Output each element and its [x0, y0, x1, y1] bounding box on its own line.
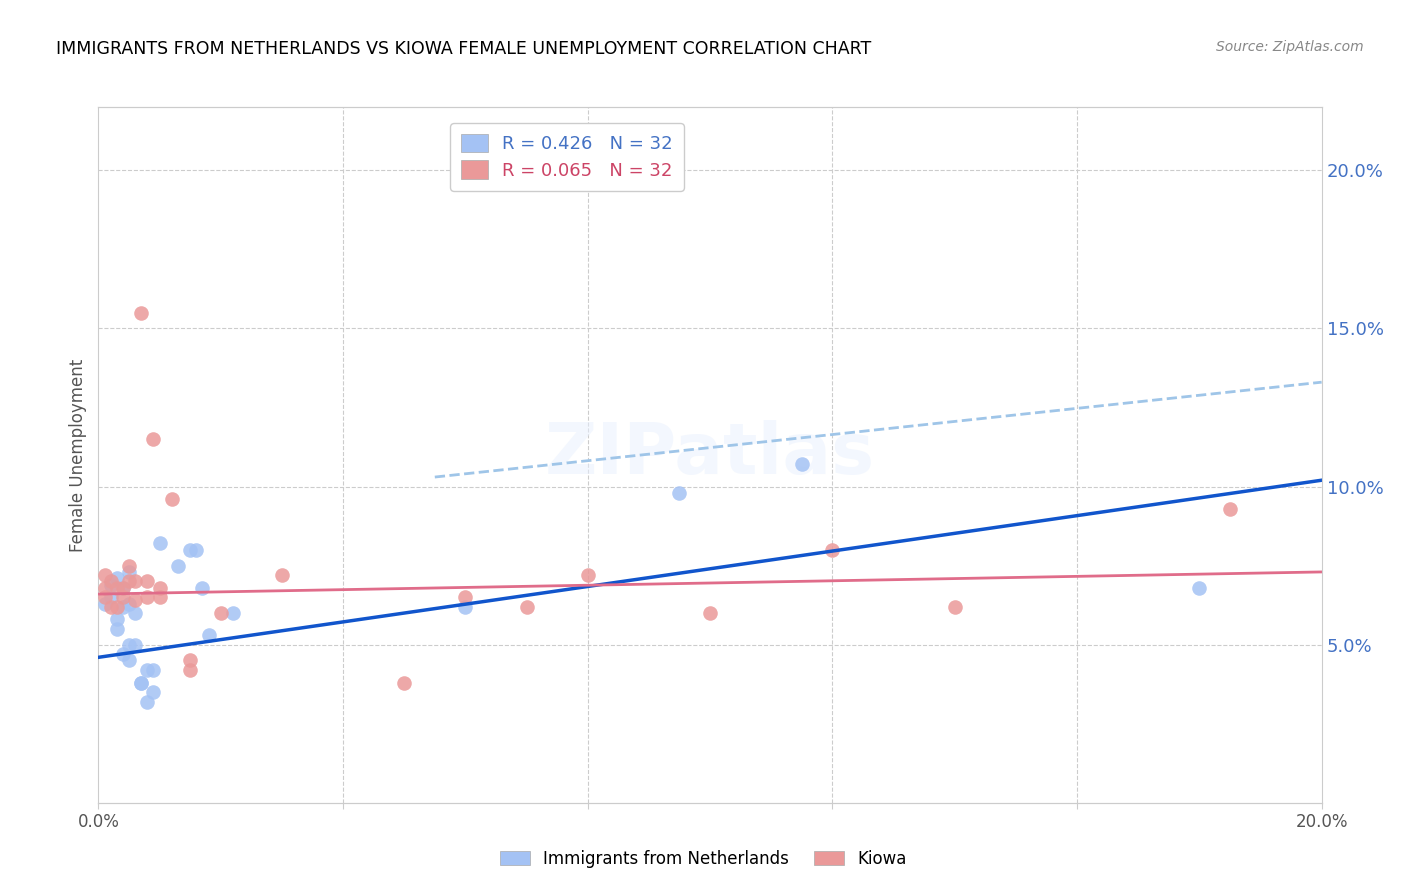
- Point: [179, 542, 201, 557]
- Point: [222, 606, 245, 620]
- Point: [209, 606, 232, 620]
- Point: [1188, 581, 1211, 595]
- Point: [100, 574, 122, 589]
- Point: [136, 663, 159, 677]
- Point: [136, 695, 159, 709]
- Point: [699, 606, 721, 620]
- Point: [118, 638, 141, 652]
- Point: [142, 685, 165, 699]
- Point: [142, 432, 165, 446]
- Point: [1219, 501, 1241, 516]
- Point: [124, 574, 146, 589]
- Point: [160, 492, 183, 507]
- Point: [454, 599, 477, 614]
- Point: [118, 597, 141, 611]
- Point: [105, 612, 128, 626]
- Point: [167, 558, 190, 573]
- Point: [454, 591, 477, 605]
- Point: [124, 593, 146, 607]
- Legend: R = 0.426   N = 32, R = 0.065   N = 32: R = 0.426 N = 32, R = 0.065 N = 32: [450, 123, 683, 191]
- Point: [111, 581, 134, 595]
- Point: [118, 558, 141, 573]
- Point: [118, 574, 141, 589]
- Point: [149, 591, 172, 605]
- Point: [129, 305, 152, 319]
- Point: [93, 568, 115, 582]
- Text: IMMIGRANTS FROM NETHERLANDS VS KIOWA FEMALE UNEMPLOYMENT CORRELATION CHART: IMMIGRANTS FROM NETHERLANDS VS KIOWA FEM…: [56, 40, 872, 58]
- Point: [186, 542, 208, 557]
- Point: [118, 565, 141, 579]
- Point: [111, 599, 134, 614]
- Point: [129, 675, 152, 690]
- Point: [197, 628, 219, 642]
- Point: [943, 599, 966, 614]
- Point: [179, 653, 201, 667]
- Point: [93, 581, 115, 595]
- Point: [129, 675, 152, 690]
- Point: [111, 581, 134, 595]
- Point: [124, 638, 146, 652]
- Text: Source: ZipAtlas.com: Source: ZipAtlas.com: [1216, 40, 1364, 54]
- Text: ZIPatlas: ZIPatlas: [546, 420, 875, 490]
- Point: [790, 458, 813, 472]
- Point: [93, 591, 115, 605]
- Point: [100, 591, 122, 605]
- Point: [270, 568, 292, 582]
- Point: [100, 577, 122, 591]
- Point: [191, 581, 214, 595]
- Point: [392, 675, 416, 690]
- Point: [821, 542, 844, 557]
- Point: [105, 622, 128, 636]
- Point: [149, 536, 172, 550]
- Point: [100, 599, 122, 614]
- Point: [149, 581, 172, 595]
- Point: [136, 574, 159, 589]
- Point: [142, 663, 165, 677]
- Legend: Immigrants from Netherlands, Kiowa: Immigrants from Netherlands, Kiowa: [494, 844, 912, 875]
- Point: [111, 647, 134, 661]
- Point: [93, 597, 115, 611]
- Point: [111, 591, 134, 605]
- Point: [105, 599, 128, 614]
- Point: [516, 599, 538, 614]
- Point: [118, 653, 141, 667]
- Y-axis label: Female Unemployment: Female Unemployment: [69, 359, 87, 551]
- Point: [668, 486, 690, 500]
- Point: [105, 571, 128, 585]
- Point: [105, 581, 128, 595]
- Point: [136, 591, 159, 605]
- Point: [124, 606, 146, 620]
- Point: [576, 568, 599, 582]
- Point: [179, 663, 201, 677]
